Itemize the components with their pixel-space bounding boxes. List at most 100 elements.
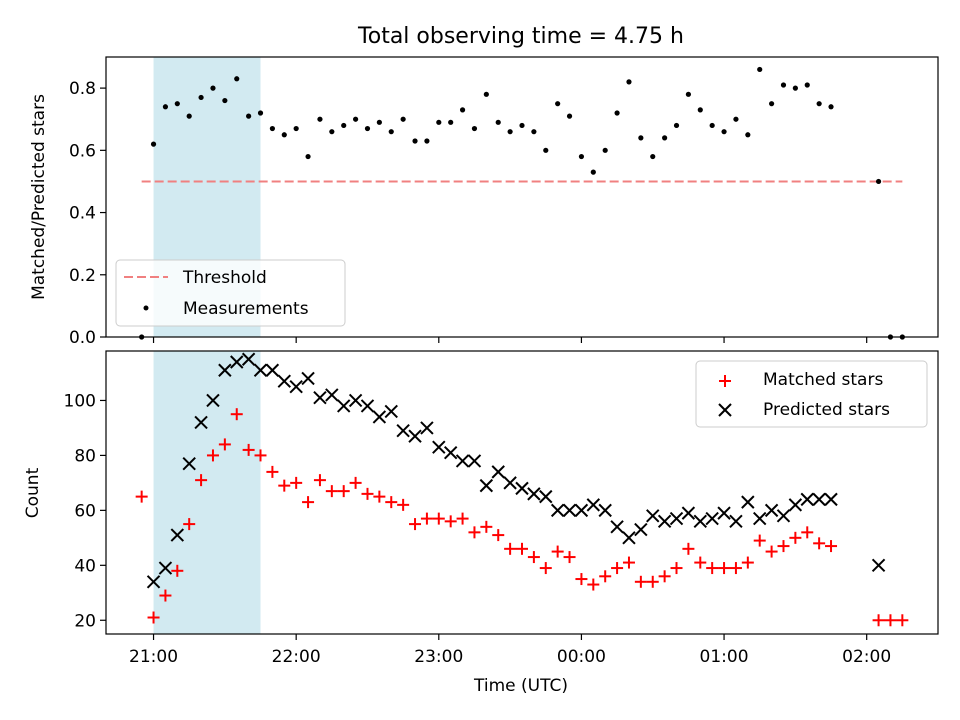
predicted-star-point — [420, 421, 434, 435]
measurement-point — [162, 104, 169, 110]
predicted-star-point — [360, 399, 375, 413]
bottom-y-tick-label: 60 — [74, 501, 96, 521]
measurement-point — [614, 110, 620, 116]
matched-star-point — [266, 465, 279, 478]
matched-star-point — [753, 534, 766, 547]
matched-star-point — [325, 485, 338, 498]
matched-star-point — [456, 512, 469, 525]
predicted-star-point — [717, 506, 731, 520]
measurement-point — [757, 66, 763, 73]
measurement-point — [531, 129, 537, 135]
bottom-y-tick-label: 80 — [74, 446, 96, 466]
measurement-point — [555, 101, 561, 107]
predicted-star-point — [562, 503, 577, 518]
measurement-point — [780, 82, 787, 88]
predicted-star-point — [146, 575, 161, 589]
measurement-point — [543, 147, 549, 153]
measurement-point — [198, 94, 204, 101]
matched-star-point — [242, 443, 255, 456]
matched-stars-legend-label: Matched stars — [763, 370, 883, 390]
predicted-star-point — [170, 528, 185, 542]
predicted-star-point — [408, 429, 422, 443]
predicted-star-point — [384, 404, 398, 419]
matched-star-point — [896, 614, 909, 627]
measurement-point — [483, 91, 489, 97]
top-y-tick-label: 0.0 — [69, 328, 96, 348]
matched-star-point — [444, 515, 457, 528]
bottom-y-tick-label: 100 — [64, 391, 96, 411]
predicted-star-point — [681, 506, 696, 520]
x-tick-label: 23:00 — [414, 647, 463, 667]
predicted-star-point — [800, 492, 814, 507]
predicted-star-point — [230, 355, 244, 369]
matched-star-point — [171, 564, 184, 577]
matched-star-point — [551, 545, 564, 558]
predicted-star-point — [182, 456, 196, 471]
matched-star-point — [183, 518, 196, 531]
matched-star-point — [884, 614, 897, 627]
measurements-points — [139, 66, 905, 340]
measurement-point — [341, 122, 347, 129]
matched-star-point — [409, 518, 422, 531]
predicted-star-point — [277, 374, 291, 388]
measurement-point — [364, 125, 371, 132]
top-y-ticks: 0.0 0.2 0.4 0.6 0.8 — [69, 79, 106, 348]
predicted-stars-legend-label: Predicted stars — [763, 400, 890, 420]
bottom-y-tick-label: 20 — [74, 611, 96, 631]
predicted-star-point — [705, 511, 719, 526]
matched-star-point — [195, 474, 208, 487]
predicted-star-point — [515, 481, 529, 496]
matched-star-point — [278, 479, 291, 492]
measurement-point — [721, 129, 727, 135]
predicted-star-point — [158, 561, 173, 575]
predicted-star-point — [527, 487, 541, 501]
measurement-point — [638, 135, 644, 141]
predicted-star-point — [337, 399, 351, 413]
measurements-legend-icon — [143, 305, 149, 311]
measurement-point — [816, 101, 822, 107]
matched-star-point — [599, 570, 612, 583]
top-x-ticks — [152, 337, 868, 343]
matched-star-point — [302, 496, 315, 509]
matched-star-point — [706, 562, 719, 575]
matched-star-point — [789, 531, 802, 544]
predicted-star-point — [539, 489, 553, 504]
matched-star-point — [468, 526, 481, 539]
predicted-star-point — [253, 363, 268, 377]
measurement-point — [186, 113, 192, 119]
measurement-point — [685, 91, 692, 97]
bottom-plot-frame — [105, 350, 939, 635]
measurement-point — [305, 153, 311, 160]
bottom-legend: Matched stars Predicted stars — [695, 360, 928, 428]
matched-star-point — [159, 589, 172, 602]
matched-star-point — [361, 487, 374, 500]
matched-star-point — [516, 542, 528, 555]
chart-title: Total observing time = 4.75 h — [357, 24, 684, 49]
predicted-star-point — [194, 415, 208, 430]
matched-star-point — [563, 551, 576, 564]
measurement-point — [317, 116, 323, 122]
measurement-point — [828, 104, 834, 110]
predicted-star-point — [586, 498, 601, 512]
matched-star-point — [373, 490, 386, 503]
measurement-point — [388, 129, 394, 135]
matched-star-point — [504, 542, 517, 555]
measurement-point — [650, 153, 656, 160]
matched-star-point — [349, 476, 362, 489]
matched-star-point — [313, 474, 326, 487]
measurement-point — [412, 138, 418, 144]
measurement-point — [507, 129, 513, 135]
matched-star-point — [765, 545, 778, 558]
matched-star-point — [611, 562, 624, 575]
measurements-legend-label: Measurements — [183, 299, 309, 319]
measurement-point — [246, 113, 252, 119]
matched-star-point — [432, 512, 445, 525]
predicted-star-point — [729, 514, 743, 529]
predicted-star-point — [503, 476, 517, 490]
matched-star-point — [385, 496, 398, 509]
predicted-star-point — [764, 503, 779, 518]
matched-star-point — [622, 556, 635, 569]
x-axis-label: Time (UTC) — [473, 676, 568, 696]
predicted-star-point — [432, 440, 446, 454]
